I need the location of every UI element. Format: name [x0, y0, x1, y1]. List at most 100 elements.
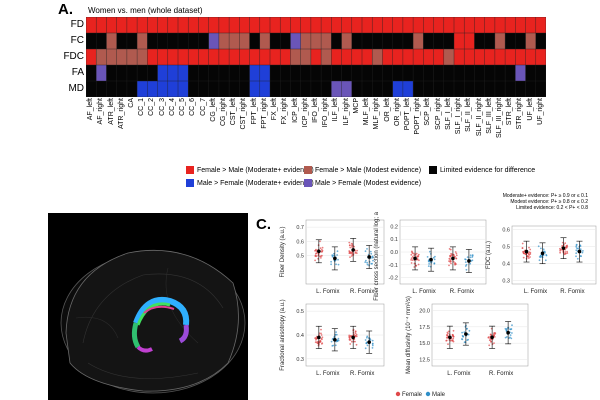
data-point	[540, 247, 542, 250]
heatmap-cell	[321, 81, 332, 97]
heatmap-cell	[300, 49, 312, 66]
heatmap-cell	[167, 17, 179, 34]
data-point	[369, 250, 372, 253]
heatmap-cell	[167, 81, 179, 97]
heatmap-cell	[423, 33, 434, 50]
heatmap-cell	[525, 65, 537, 82]
heatmap-cell	[188, 49, 199, 66]
data-point	[564, 252, 566, 255]
heatmap-cell	[96, 17, 107, 34]
heatmap-cell	[106, 65, 117, 82]
heatmap-cell	[310, 65, 322, 82]
data-point	[538, 259, 541, 262]
heatmap-cell	[280, 81, 291, 97]
data-point	[321, 246, 324, 249]
data-point	[335, 331, 337, 333]
data-point	[337, 337, 340, 340]
heatmap-cell	[525, 17, 537, 34]
data-point	[579, 248, 582, 251]
data-point	[314, 341, 317, 344]
data-point	[537, 245, 540, 248]
data-point	[469, 262, 471, 265]
heatmap-cell	[474, 81, 485, 97]
heatmap-cell	[147, 49, 158, 66]
data-point	[447, 343, 449, 346]
heatmap-cell	[310, 81, 322, 97]
data-point	[576, 257, 579, 260]
brain-tractography-image	[48, 213, 248, 400]
heatmap-cell	[392, 49, 404, 66]
data-point	[432, 256, 435, 259]
heatmap-cell	[270, 17, 281, 34]
heatmap-column-label: FPT_left	[250, 98, 258, 125]
heatmap-column-label: ICP_right	[301, 98, 309, 128]
mean-point	[413, 256, 417, 261]
heatmap-cell	[96, 49, 107, 66]
heatmap-cell	[86, 65, 97, 82]
heatmap-column-label: AF_left	[87, 98, 95, 121]
heatmap-cell	[474, 65, 485, 82]
data-point	[364, 261, 367, 263]
data-point	[354, 332, 357, 335]
legend-item: Limited evidence for difference	[429, 166, 535, 174]
data-point	[410, 259, 412, 261]
heatmap-cell	[157, 33, 169, 50]
data-point	[364, 250, 367, 253]
legend-swatch	[429, 166, 437, 174]
data-point	[493, 336, 496, 338]
heatmap-cell	[464, 33, 475, 50]
data-point	[415, 264, 418, 267]
data-point	[411, 255, 414, 258]
data-point	[416, 255, 418, 258]
heatmap-cell	[331, 49, 342, 66]
data-point	[336, 250, 339, 253]
data-point	[575, 243, 578, 246]
heatmap-column-label: SLF_I_left	[444, 98, 452, 130]
heatmap-cell	[362, 33, 373, 50]
heatmap-cell	[310, 17, 322, 34]
mean-point	[464, 332, 468, 336]
data-point	[321, 336, 324, 339]
data-point	[581, 251, 584, 254]
heatmap-cell	[433, 81, 445, 97]
data-point	[366, 263, 369, 266]
data-point	[333, 252, 335, 255]
heatmap-cell	[464, 81, 475, 97]
heatmap-cell	[423, 65, 434, 82]
heatmap-cell	[454, 65, 465, 82]
heatmap-cell	[290, 33, 301, 50]
heatmap-cell	[188, 81, 199, 97]
data-point	[335, 263, 337, 266]
heatmap-cell	[474, 33, 485, 50]
data-point	[330, 263, 332, 266]
data-point	[452, 335, 455, 338]
heatmap-cell	[443, 33, 455, 50]
heatmap-cell	[382, 17, 393, 34]
heatmap-cell	[372, 81, 383, 97]
heatmap-cell	[270, 65, 281, 82]
data-point	[410, 262, 413, 264]
data-point	[349, 339, 352, 341]
x-tick-label: L. Fornix	[316, 289, 339, 295]
heatmap-cell	[413, 17, 424, 34]
heatmap-cell	[137, 17, 148, 34]
data-point	[544, 259, 547, 262]
heatmap-cell	[464, 65, 475, 82]
heatmap-cell	[474, 17, 485, 34]
heatmap-cell	[86, 33, 97, 50]
heatmap-cell	[198, 49, 209, 66]
data-point	[366, 248, 368, 250]
data-point	[371, 344, 374, 347]
data-point	[319, 255, 321, 258]
mean-point	[367, 255, 371, 259]
heatmap-column-label: MLF_right	[373, 98, 381, 130]
data-point	[542, 248, 545, 251]
heatmap-row-label: FDC	[63, 51, 84, 62]
heatmap-cell	[433, 17, 445, 34]
evidence-note-line: Limited evidence: 0.2 < P+ < 0.8	[516, 205, 588, 211]
heatmap-column-label: SLF_III_right	[496, 97, 503, 138]
evidence-note: Moderate+ evidence: P+ ≥ 0.9 or ≤ 0.1 Mo…	[478, 193, 588, 211]
data-point	[582, 250, 584, 252]
heatmap-column-label: CC_7	[199, 98, 207, 116]
heatmap-column-label: FX_right	[281, 98, 289, 125]
